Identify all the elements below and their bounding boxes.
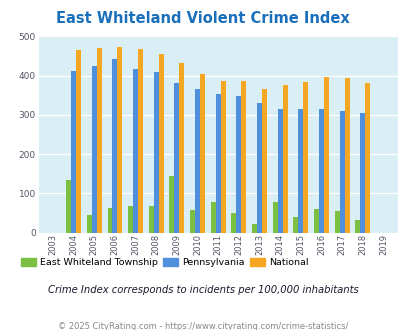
Text: East Whiteland Violent Crime Index: East Whiteland Violent Crime Index: [56, 11, 349, 25]
Bar: [359, 113, 364, 233]
Bar: [282, 85, 287, 233]
Bar: [190, 210, 195, 233]
Bar: [133, 69, 138, 233]
Bar: [153, 72, 158, 233]
Bar: [261, 88, 266, 233]
Bar: [313, 210, 318, 233]
Bar: [87, 215, 92, 233]
Bar: [96, 48, 102, 233]
Bar: [76, 50, 81, 233]
Bar: [138, 49, 143, 233]
Bar: [200, 74, 205, 233]
Text: Crime Index corresponds to incidents per 100,000 inhabitants: Crime Index corresponds to incidents per…: [47, 285, 358, 295]
Bar: [334, 212, 339, 233]
Bar: [231, 213, 236, 233]
Bar: [215, 94, 220, 233]
Text: © 2025 CityRating.com - https://www.cityrating.com/crime-statistics/: © 2025 CityRating.com - https://www.city…: [58, 322, 347, 330]
Bar: [158, 54, 163, 233]
Bar: [339, 111, 344, 233]
Legend: East Whiteland Township, Pennsylvania, National: East Whiteland Township, Pennsylvania, N…: [17, 254, 311, 271]
Bar: [210, 202, 215, 233]
Bar: [344, 78, 349, 233]
Bar: [236, 96, 241, 233]
Bar: [92, 66, 96, 233]
Bar: [256, 103, 261, 233]
Bar: [117, 47, 122, 233]
Bar: [323, 77, 328, 233]
Bar: [252, 224, 256, 233]
Bar: [354, 220, 359, 233]
Bar: [303, 82, 307, 233]
Bar: [107, 208, 112, 233]
Bar: [169, 177, 174, 233]
Bar: [293, 217, 298, 233]
Bar: [71, 71, 76, 233]
Bar: [298, 109, 303, 233]
Bar: [364, 83, 369, 233]
Bar: [318, 109, 323, 233]
Bar: [241, 81, 246, 233]
Bar: [112, 59, 117, 233]
Bar: [277, 109, 282, 233]
Bar: [66, 181, 71, 233]
Bar: [179, 63, 184, 233]
Bar: [128, 206, 133, 233]
Bar: [220, 81, 225, 233]
Bar: [149, 206, 153, 233]
Bar: [272, 202, 277, 233]
Bar: [174, 83, 179, 233]
Bar: [195, 88, 200, 233]
